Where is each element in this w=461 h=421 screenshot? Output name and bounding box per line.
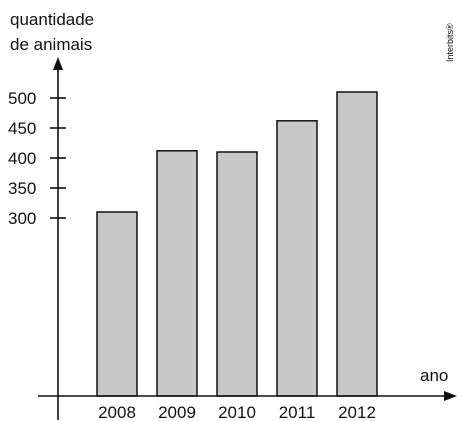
bar-2008 [97, 212, 137, 396]
y-tick-label-450: 450 [8, 119, 36, 138]
x-tick-label-2011: 2011 [279, 403, 316, 421]
x-categories-group: 2008 2009 2010 2011 2012 [98, 403, 376, 421]
y-tick-label-300: 300 [8, 209, 36, 228]
y-axis-label-line-2: de animais [10, 35, 92, 54]
bar-2010 [217, 152, 257, 396]
bar-2012 [337, 92, 377, 396]
x-axis-arrowhead [444, 391, 457, 401]
y-axis-label-line-1: quantidade [10, 10, 94, 29]
x-tick-label-2009: 2009 [158, 403, 196, 421]
x-axis-label: ano [420, 366, 448, 385]
y-tick-label-500: 500 [8, 89, 36, 108]
x-tick-label-2010: 2010 [218, 403, 256, 421]
x-tick-label-2012: 2012 [338, 403, 376, 421]
watermark-text: Interbits® [445, 23, 455, 62]
x-tick-label-2008: 2008 [98, 403, 136, 421]
y-tick-label-400: 400 [8, 149, 36, 168]
y-axis-arrowhead [53, 57, 63, 70]
bars-group [97, 92, 377, 396]
bar-2009 [157, 151, 197, 396]
bar-2011 [277, 121, 317, 396]
y-tick-label-350: 350 [8, 179, 36, 198]
